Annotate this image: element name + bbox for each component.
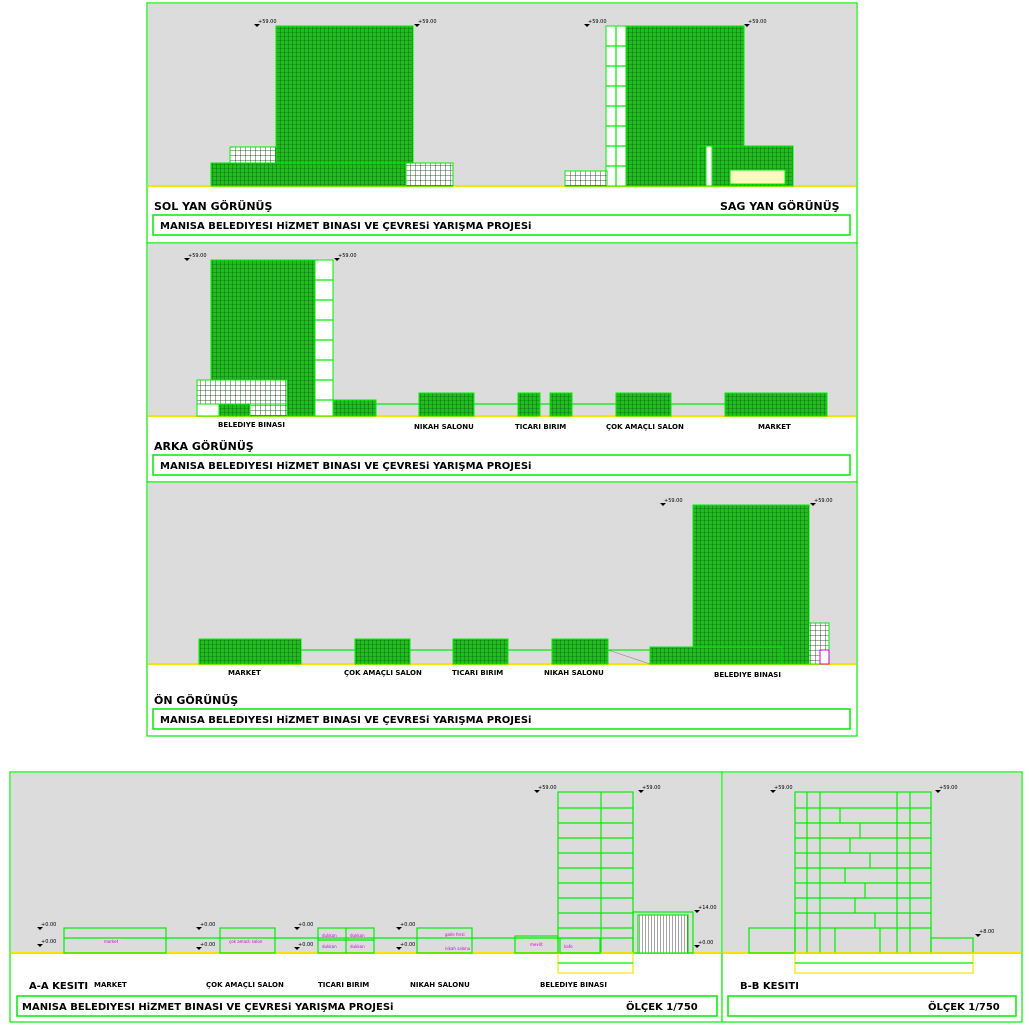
project-title: MANISA BELEDIYESI HiZMET BINASI VE ÇEVRE… (160, 221, 531, 232)
room-label: market (104, 939, 119, 944)
section-a-panel: market çok amaclı salon dukkan dukkan du… (9, 771, 723, 1023)
room-label: dukkan (350, 933, 365, 938)
rear-building-tags: BELEDIYE BINASI NIKAH SALONU TICARI BIRI… (218, 421, 791, 431)
room-label: nikah salonu (445, 946, 471, 951)
level-markers-section-b: +59.00 +59.00 +8.00 (770, 785, 994, 937)
section-a-title: A-A KESITI (29, 981, 88, 992)
level-label: +0.00 (200, 922, 215, 928)
level-label: +59.00 (774, 785, 793, 791)
project-title: MANISA BELEDIYESI HiZMET BINASI VE ÇEVRE… (160, 715, 531, 726)
left-side-elevation (210, 25, 454, 187)
level-markers-section-a: +0.00 +0.00 +0.00 +0.00 +0.00 +0.00 +0.0… (37, 785, 717, 950)
tag-ticari: TICARI BIRIM (452, 669, 503, 677)
front-elevation (198, 504, 830, 665)
section-a-building-tags: MARKET ÇOK AMAÇLI SALON TICARI BIRIM NIK… (94, 981, 607, 989)
section-a-room-labels: market çok amaclı salon dukkan dukkan du… (104, 932, 573, 951)
level-label: +59.00 (418, 19, 437, 25)
tag-cok: ÇOK AMAÇLI SALON (206, 981, 284, 989)
room-label: dukkan (322, 944, 337, 949)
level-label: +0.00 (200, 942, 215, 948)
level-label: +0.00 (400, 942, 415, 948)
level-label: +59.00 (664, 498, 683, 504)
level-label: +59.00 (588, 19, 607, 25)
level-label: +59.00 (748, 19, 767, 25)
room-label: galle ferzi (445, 932, 465, 937)
section-a-drawing (63, 791, 694, 974)
project-title: MANISA BELEDIYESI HiZMET BINASI VE ÇEVRE… (160, 461, 531, 472)
right-side-elevation (564, 25, 794, 187)
level-label: +14.00 (698, 905, 717, 911)
section-b-title: B-B KESITI (740, 981, 799, 992)
level-label: +0.00 (698, 940, 713, 946)
rear-title: ARKA GÖRÜNÜŞ (154, 439, 254, 453)
tag-nikah: NIKAH SALONU (414, 423, 474, 431)
tag-cok: ÇOK AMAÇLI SALON (606, 423, 684, 431)
room-label: mevlit (530, 942, 543, 947)
level-label: +59.00 (258, 19, 277, 25)
project-title: MANISA BELEDIYESI HiZMET BINASI VE ÇEVRE… (22, 1002, 393, 1013)
level-label: +0.00 (41, 939, 56, 945)
tag-belediye: BELEDIYE BINASI (714, 671, 781, 679)
tag-market: MARKET (94, 981, 127, 989)
level-label: +0.00 (41, 922, 56, 928)
front-building-tags: MARKET ÇOK AMAÇLI SALON TICARI BIRIM NIK… (228, 669, 781, 679)
level-label: +0.00 (400, 922, 415, 928)
tag-market: MARKET (758, 423, 791, 431)
right-side-title: SAG YAN GÖRÜNÜŞ (720, 199, 840, 213)
tag-ticari: TICARI BIRIM (515, 423, 566, 431)
level-label: +0.00 (298, 942, 313, 948)
level-label: +59.00 (338, 253, 357, 259)
level-label: +59.00 (188, 253, 207, 259)
room-label: dukkan (350, 944, 365, 949)
room-label: kafe (564, 944, 573, 949)
tag-cok: ÇOK AMAÇLI SALON (344, 669, 422, 677)
section-b-drawing (748, 791, 974, 974)
front-view-panel: +59.00 +59.00 MARKET ÇOK AMAÇLI SALON TI… (146, 481, 858, 737)
level-label: +59.00 (939, 785, 958, 791)
level-markers-side: +59.00 +59.00 +59.00 +59.00 (254, 19, 767, 27)
level-label: +59.00 (538, 785, 557, 791)
level-markers-rear: +59.00 +59.00 (184, 253, 357, 261)
rear-view-panel: +59.00 +59.00 BELEDIYE BINASI NIKAH SALO… (146, 242, 858, 483)
tag-market: MARKET (228, 669, 261, 677)
section-b-panel: +59.00 +59.00 +8.00 B-B KESITI ÖLÇEK 1/7… (721, 771, 1023, 1023)
level-label: +8.00 (979, 929, 994, 935)
tag-belediye: BELEDIYE BINASI (218, 421, 285, 429)
level-label: +59.00 (642, 785, 661, 791)
tag-belediye: BELEDIYE BINASI (540, 981, 607, 989)
room-label: dukkan (322, 933, 337, 938)
tag-ticari: TICARI BIRIM (318, 981, 369, 989)
front-title: ÖN GÖRÜNÜŞ (154, 693, 238, 707)
room-label: çok amaclı salon (229, 939, 263, 944)
scale-label: ÖLÇEK 1/750 (928, 999, 1000, 1013)
tag-nikah: NIKAH SALONU (544, 669, 604, 677)
level-markers-front: +59.00 +59.00 (660, 498, 833, 506)
tag-nikah: NIKAH SALONU (410, 981, 470, 989)
left-side-title: SOL YAN GÖRÜNÜŞ (154, 199, 272, 213)
rear-elevation (196, 259, 828, 417)
scale-label: ÖLÇEK 1/750 (626, 999, 698, 1013)
side-views-panel: +59.00 +59.00 +59.00 +59.00 SOL YAN GÖRÜ… (146, 2, 858, 244)
level-label: +59.00 (814, 498, 833, 504)
level-label: +0.00 (298, 922, 313, 928)
